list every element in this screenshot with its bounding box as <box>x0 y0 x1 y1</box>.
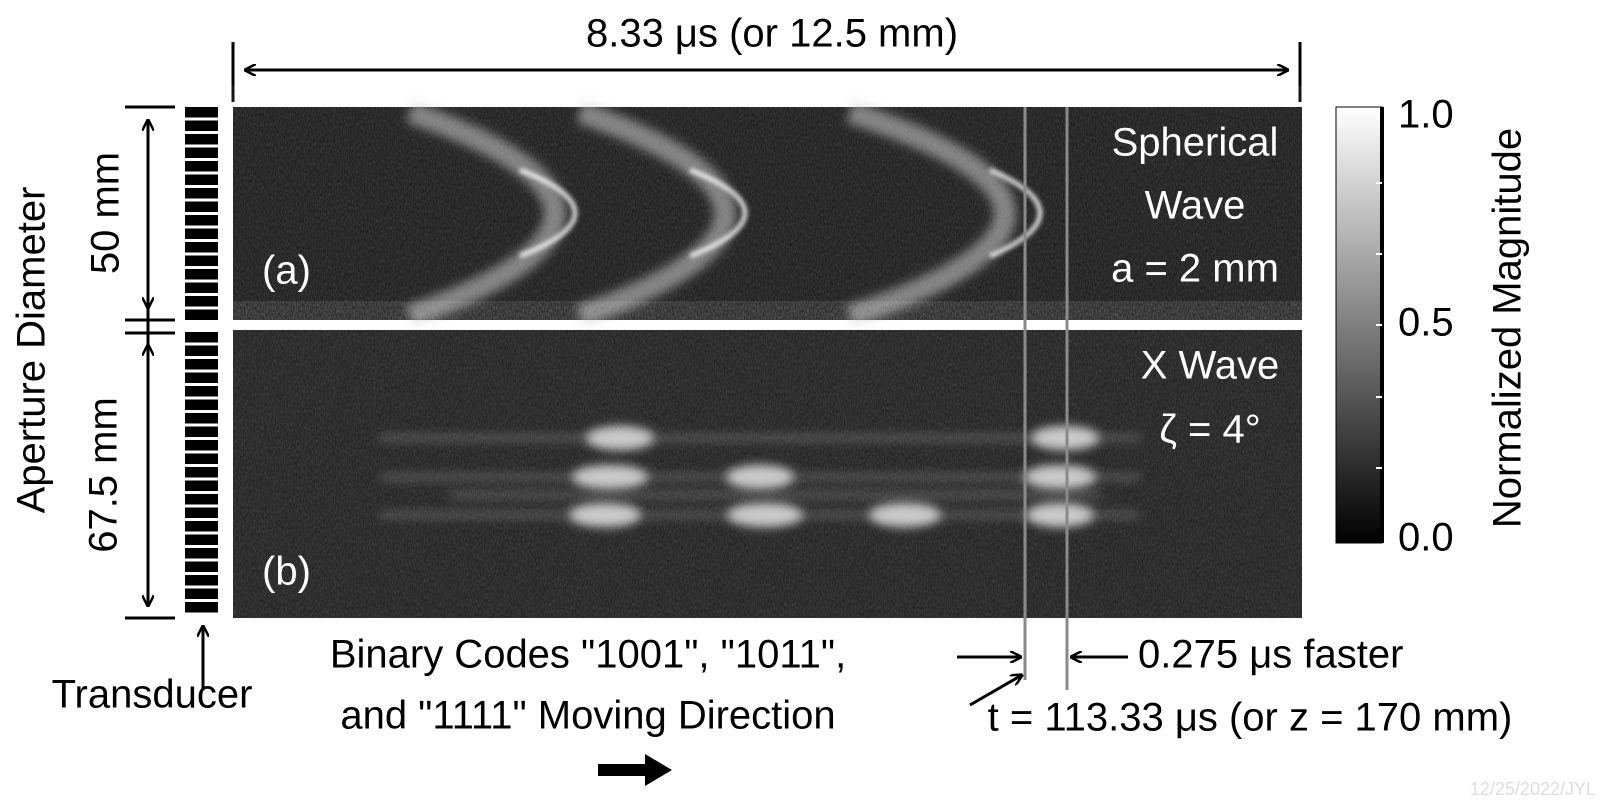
transducer-element <box>185 602 218 613</box>
transducer-element <box>185 107 218 118</box>
transducer-element <box>185 575 218 586</box>
transducer-element <box>185 202 218 213</box>
panel-title: Wave <box>1145 184 1246 228</box>
transducer-element <box>185 332 218 343</box>
transducer-element <box>185 386 218 397</box>
transducer-element <box>185 175 218 186</box>
transducer-element <box>185 535 218 546</box>
transducer-element <box>185 413 218 424</box>
transducer-element <box>185 589 218 600</box>
transducer-element <box>185 269 218 280</box>
panel-b: (b) X Wave ζ = 4° <box>233 330 1302 618</box>
transducer-element <box>185 494 218 505</box>
side-label: Aperture Diameter <box>10 187 54 514</box>
transducer-element <box>185 161 218 172</box>
transducer-element <box>185 296 218 307</box>
panel-label: (a) <box>262 249 311 293</box>
transducer-element <box>185 454 218 465</box>
colorbar-tick: 0.5 <box>1398 301 1454 345</box>
transducer-element <box>185 346 218 357</box>
watermark: 12/25/2022/JYL <box>1470 779 1596 799</box>
transducer-element <box>185 359 218 370</box>
transducer-element <box>185 467 218 478</box>
colorbar-tick: 1.0 <box>1398 93 1454 137</box>
shift-label: 0.275 μs faster <box>1138 633 1403 677</box>
transducer-element <box>185 148 218 159</box>
transducer <box>185 107 218 613</box>
transducer-element <box>185 121 218 132</box>
transducer-element <box>185 562 218 573</box>
colorbar-tick: 0.0 <box>1398 516 1454 560</box>
panel-title: a = 2 mm <box>1111 247 1279 291</box>
time-label: t = 113.33 μs (or z = 170 mm) <box>988 696 1513 740</box>
codes-caption: and "1111" Moving Direction <box>340 694 835 738</box>
transducer-element <box>185 134 218 145</box>
panel-title: X Wave <box>1141 344 1280 388</box>
transducer-element <box>185 427 218 438</box>
panel-title: Spherical <box>1112 121 1279 165</box>
panel-label: (b) <box>262 550 311 594</box>
transducer-element <box>185 548 218 559</box>
direction-arrow <box>598 754 672 786</box>
transducer-element <box>185 229 218 240</box>
figure: 8.33 μs (or 12.5 mm) (a) Spherical Wave … <box>0 0 1600 802</box>
top-dimension: 8.33 μs (or 12.5 mm) <box>586 12 958 56</box>
colorbar-title: Normalized Magnitude <box>1486 128 1530 528</box>
transducer-element <box>185 256 218 267</box>
transducer-element <box>185 310 218 321</box>
transducer-element <box>185 440 218 451</box>
codes-caption: Binary Codes "1001", "1011", <box>330 633 846 677</box>
aperture-dims <box>125 107 175 618</box>
transducer-element <box>185 283 218 294</box>
transducer-element <box>185 508 218 519</box>
transducer-element <box>185 373 218 384</box>
panel-a-height: 50 mm <box>84 152 128 274</box>
transducer-element <box>185 188 218 199</box>
transducer-label: Transducer <box>52 673 253 717</box>
transducer-element <box>185 400 218 411</box>
panel-title: ζ = 4° <box>1159 408 1260 452</box>
transducer-element <box>185 215 218 226</box>
transducer-element <box>185 521 218 532</box>
colorbar: 1.0 0.5 0.0 Normalized Magnitude <box>1336 93 1530 560</box>
transducer-element <box>185 481 218 492</box>
panel-b-height: 67.5 mm <box>82 397 126 553</box>
panel-a: (a) Spherical Wave a = 2 mm <box>233 107 1302 320</box>
transducer-element <box>185 242 218 253</box>
